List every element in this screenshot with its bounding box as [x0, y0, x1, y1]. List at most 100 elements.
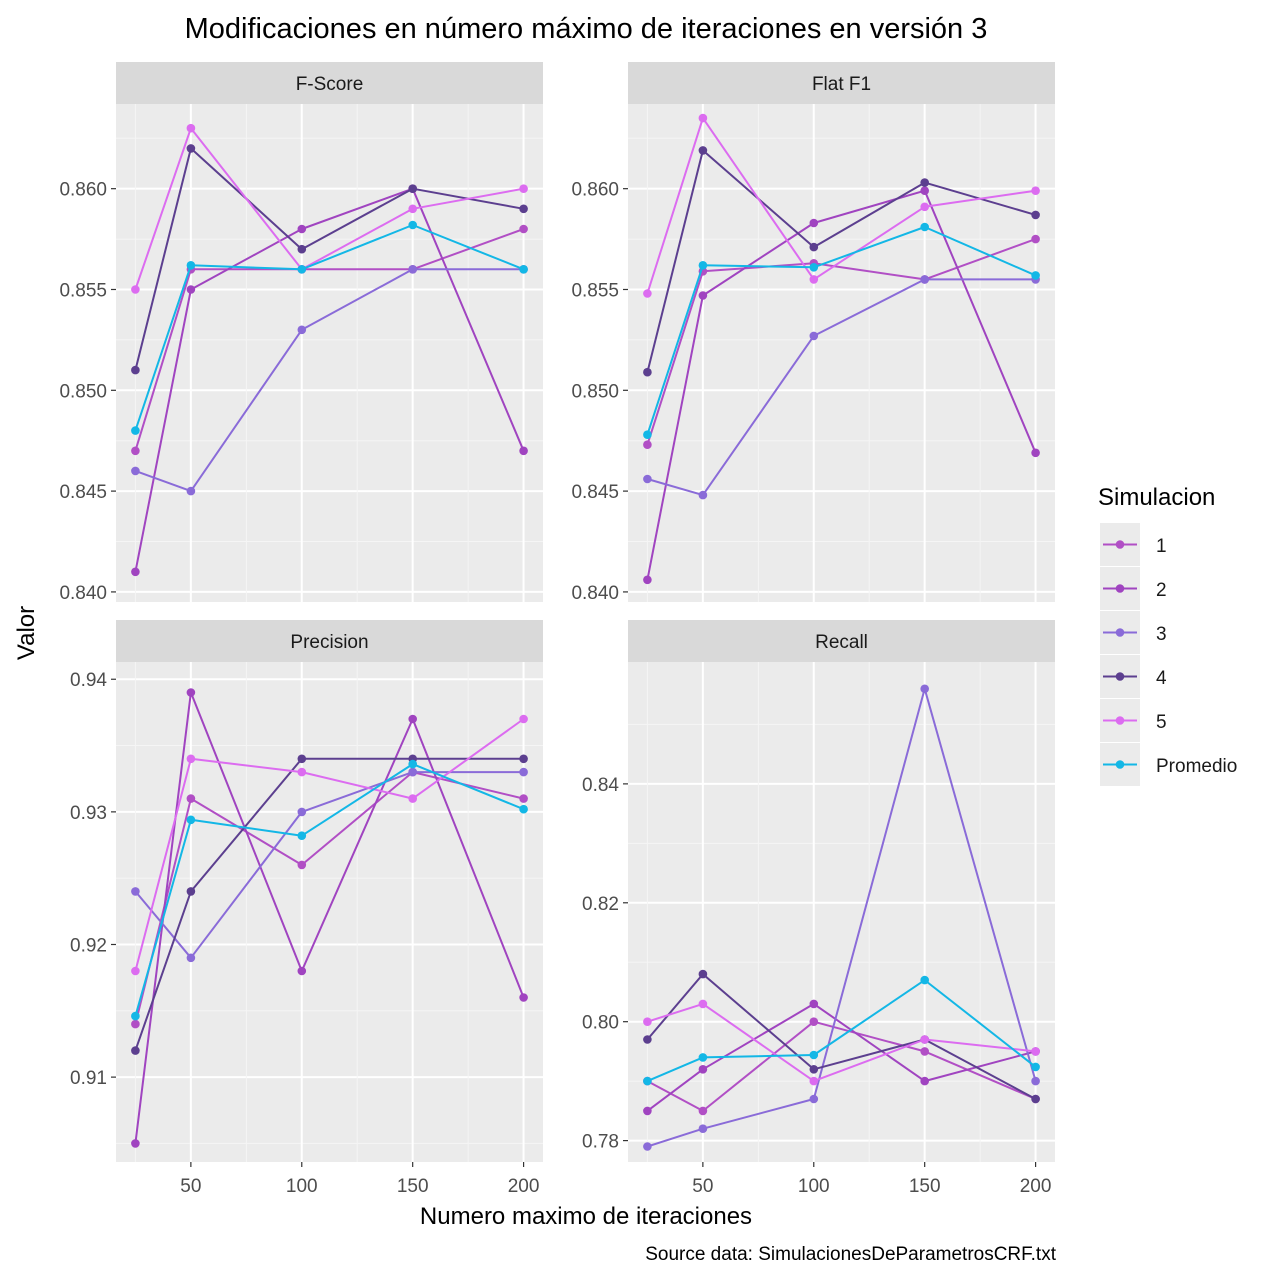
y-tick-label: 0.82: [582, 894, 619, 915]
data-point: [920, 975, 929, 985]
legend-title: Simulacion: [1098, 484, 1215, 511]
data-point: [131, 887, 140, 896]
data-point: [297, 325, 307, 335]
data-point: [643, 1076, 652, 1086]
data-point: [297, 265, 307, 274]
data-point: [186, 794, 196, 803]
y-tick-label: 0.840: [571, 583, 619, 604]
data-point: [643, 1035, 652, 1044]
x-tick-label: 200: [1020, 1176, 1052, 1197]
y-tick-label: 0.91: [70, 1068, 107, 1089]
data-point: [131, 285, 140, 294]
data-point: [1031, 1094, 1040, 1104]
data-point: [920, 178, 929, 187]
facet-strip: [628, 62, 1055, 104]
y-tick-label: 0.860: [571, 180, 619, 201]
facet-panel-1: F-Score 0.840 0.845 0.850 0.855 0.860: [59, 62, 543, 604]
data-point: [408, 184, 418, 193]
plot-background: [628, 662, 1055, 1162]
data-point: [186, 261, 196, 270]
data-point: [519, 794, 528, 803]
data-point: [519, 804, 528, 814]
data-point: [809, 218, 819, 228]
data-point: [519, 265, 528, 274]
legend-item: 5: [1100, 699, 1167, 742]
data-point: [131, 1139, 140, 1148]
data-point: [408, 714, 418, 724]
x-tick-label: 50: [692, 1176, 713, 1197]
legend-key-point: [1115, 672, 1125, 681]
y-tick-label: 0.855: [59, 280, 107, 301]
data-point: [698, 969, 708, 979]
data-point: [519, 204, 528, 214]
data-point: [186, 486, 196, 496]
data-point: [186, 688, 196, 697]
y-tick-label: 0.93: [70, 803, 107, 824]
data-point: [186, 953, 196, 963]
legend-label: 5: [1156, 712, 1167, 733]
legend-item: 1: [1100, 523, 1167, 566]
data-point: [920, 202, 929, 212]
facet-strip-label: Recall: [815, 632, 868, 653]
data-point: [519, 224, 528, 234]
data-point: [131, 1046, 140, 1055]
data-point: [698, 113, 708, 123]
facet-strip: [628, 620, 1055, 662]
legend-key-point: [1115, 584, 1125, 593]
legend: Simulacion 1 2 3 4 5 Promedio: [1098, 484, 1237, 786]
chart-title: Modificaciones en número máximo de itera…: [185, 13, 988, 45]
data-point: [519, 993, 528, 1002]
data-point: [297, 966, 307, 976]
data-point: [809, 331, 819, 341]
legend-label: Promedio: [1156, 756, 1237, 777]
data-point: [186, 754, 196, 764]
data-point: [408, 767, 418, 777]
data-point: [131, 1019, 140, 1029]
x-tick-label: 200: [508, 1176, 540, 1197]
y-tick-label: 0.850: [571, 381, 619, 402]
y-axis-title: Valor: [13, 606, 40, 660]
legend-label: 1: [1156, 536, 1167, 557]
data-point: [643, 575, 652, 585]
data-point: [186, 815, 196, 825]
plot-background: [116, 662, 543, 1162]
x-axis-title: Numero maximo de iteraciones: [420, 1203, 752, 1230]
legend-key-point: [1115, 540, 1125, 549]
data-point: [698, 261, 708, 270]
y-tick-label: 0.78: [582, 1132, 619, 1153]
data-point: [519, 767, 528, 777]
data-point: [186, 123, 196, 133]
facet-strip: [116, 62, 543, 104]
y-tick-label: 0.855: [571, 280, 619, 301]
data-point: [519, 446, 528, 456]
data-point: [186, 144, 196, 153]
data-point: [186, 887, 196, 896]
data-point: [408, 204, 418, 214]
data-point: [297, 860, 307, 870]
facet-strip: [116, 620, 543, 662]
data-point: [809, 1094, 819, 1104]
data-point: [519, 754, 528, 764]
y-tick-label: 0.92: [70, 935, 107, 956]
data-point: [297, 224, 307, 234]
data-point: [809, 1050, 819, 1060]
data-point: [643, 440, 652, 450]
data-point: [1031, 210, 1040, 220]
data-point: [1031, 234, 1040, 244]
data-point: [920, 1076, 929, 1086]
data-point: [698, 1065, 708, 1074]
data-point: [809, 1065, 819, 1074]
data-point: [519, 184, 528, 193]
data-point: [698, 1053, 708, 1062]
legend-item: 3: [1100, 611, 1167, 654]
facet-strip-label: Precision: [290, 632, 368, 653]
data-point: [809, 275, 819, 284]
x-tick-label: 50: [180, 1176, 201, 1197]
legend-key-point: [1115, 716, 1125, 725]
plot-background: [628, 104, 1055, 602]
data-point: [643, 1017, 652, 1026]
data-point: [408, 759, 418, 769]
y-tick-label: 0.94: [70, 670, 107, 691]
